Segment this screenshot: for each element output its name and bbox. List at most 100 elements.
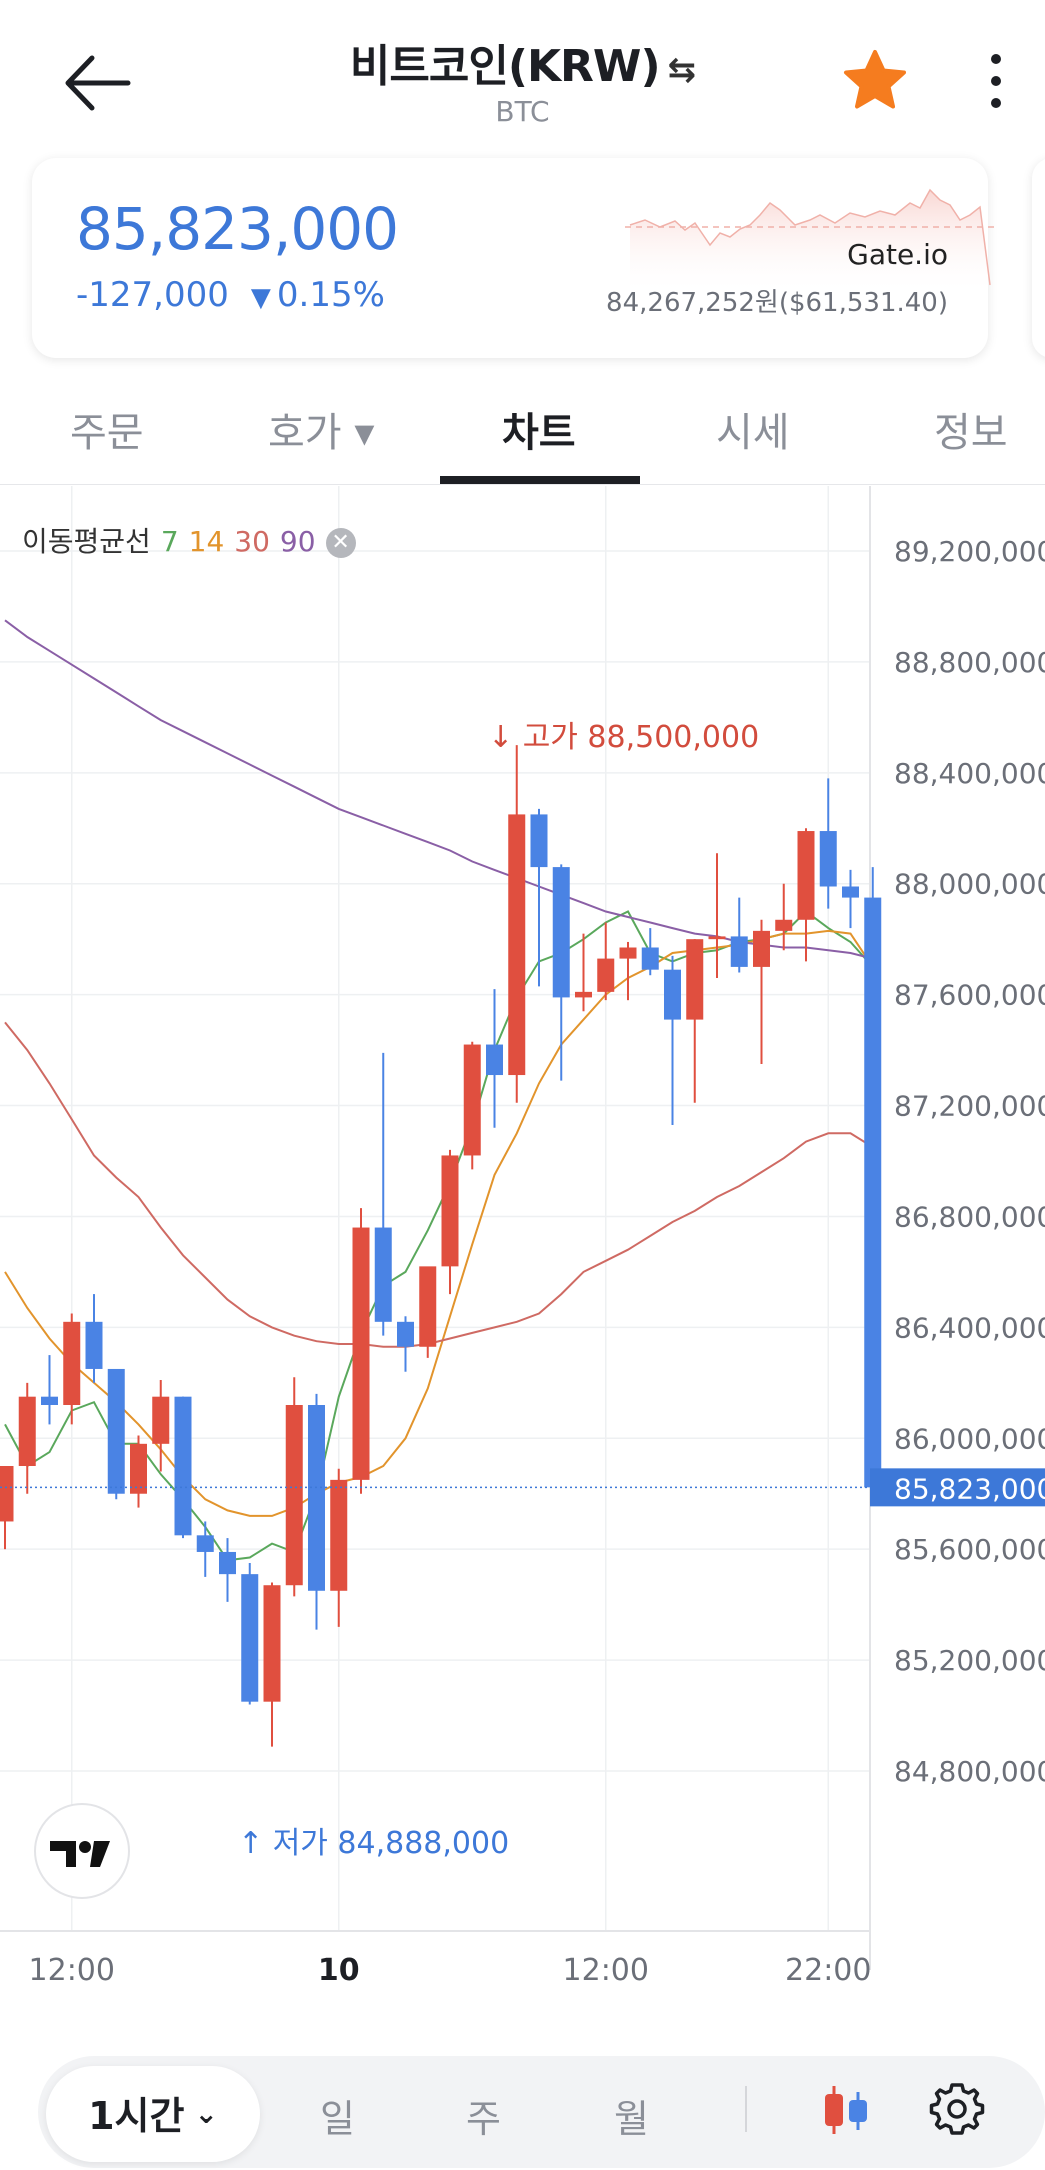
coin-name: 비트코인(KRW) (349, 41, 661, 92)
candle-body (753, 930, 770, 967)
price-tick-label: 88,000,000 (894, 868, 1045, 901)
candle-body (419, 1266, 437, 1347)
more-vertical-icon[interactable] (988, 52, 1004, 110)
candle-body (374, 1227, 392, 1322)
ma-30-label: 30 (234, 525, 270, 558)
last-price-tag (870, 1468, 1045, 1507)
arrow-up-icon: ↑ (238, 1826, 273, 1861)
favorite-star-icon[interactable] (842, 48, 908, 114)
candle-body (241, 1574, 259, 1702)
ma-7-label: 7 (160, 525, 179, 558)
price-chart[interactable]: 85,823,000 89,200,000 88,800,000 88,400,000… (0, 486, 1045, 2006)
price-tick-label: 87,600,000 (894, 979, 1045, 1012)
period-week[interactable]: 주 (466, 2097, 501, 2141)
active-tab-indicator (440, 476, 640, 484)
candle-body (842, 886, 859, 898)
candle-body (597, 958, 615, 992)
ma-legend-label: 이동평균선 (22, 525, 151, 558)
tabs-divider (0, 484, 1045, 485)
page-title: 비트코인(KRW) ⇆ (0, 30, 1045, 94)
candle-body (0, 1466, 14, 1522)
candle-body (819, 831, 837, 887)
chevron-down-icon: ⌄ (194, 2097, 218, 2130)
candle-body (174, 1396, 192, 1536)
candle-body (797, 831, 815, 920)
last-price-label: 85,823,000 (894, 1472, 1045, 1505)
exchange-name: Gate.io (847, 238, 948, 271)
next-card-peek[interactable] (1032, 158, 1045, 358)
price-tick-label: 87,200,000 (894, 1090, 1045, 1123)
candle-body (730, 936, 748, 967)
interval-label: 1시간 (88, 2094, 185, 2138)
ma-90-line (4, 619, 874, 960)
close-icon[interactable]: ✕ (325, 528, 356, 558)
price-tick-label: 84,800,000 (894, 1755, 1045, 1788)
ma-90-label: 90 (279, 525, 316, 558)
candle-body (552, 867, 570, 998)
tradingview-logo-icon[interactable] (34, 1803, 130, 1899)
candle-body (530, 814, 548, 868)
candle-body (107, 1368, 125, 1494)
candle-body (18, 1396, 36, 1466)
settings-gear-icon[interactable] (928, 2080, 986, 2138)
change-amount: -127,000 (76, 275, 229, 315)
interval-select[interactable]: 1시간 ⌄ (46, 2066, 260, 2162)
price-tick-label: 89,200,000 (894, 535, 1045, 568)
price-tick-label: 85,600,000 (894, 1533, 1045, 1566)
swap-icon[interactable]: ⇆ (667, 50, 696, 90)
candle-body (63, 1321, 81, 1405)
tab-orderbook[interactable]: 호가 ▾ (268, 410, 375, 456)
candle-body (285, 1405, 303, 1586)
tab-info[interactable]: 정보 (934, 410, 1008, 456)
sparkline-chart (625, 188, 995, 295)
candle-body (664, 969, 681, 1020)
exchange-price: 84,267,252원($61,531.40) (606, 288, 948, 318)
low-price-annotation: ↑ 저가 84,888,000 (238, 1818, 509, 1862)
candle-body (486, 1044, 503, 1076)
time-tick-label: 12:00 (563, 1953, 649, 1988)
candle-body (196, 1535, 214, 1552)
price-change: -127,000 ▼ 0.15% (76, 275, 385, 315)
ma-30-line (4, 1021, 874, 1348)
down-triangle-icon: ▼ (250, 283, 271, 313)
price-tick-label: 88,800,000 (894, 646, 1045, 679)
candle-body (263, 1585, 281, 1702)
candle-body (130, 1443, 147, 1494)
candle-body (330, 1479, 348, 1591)
candlestick-icon[interactable] (818, 2082, 874, 2138)
change-percent: 0.15% (276, 275, 385, 315)
price-tick-label: 88,400,000 (894, 757, 1045, 790)
candle-body (775, 919, 793, 931)
moving-average-legend[interactable]: 이동평균선 7 14 30 90 ✕ (22, 520, 366, 560)
tab-order[interactable]: 주문 (70, 410, 144, 456)
candle-body (441, 1155, 459, 1267)
time-tick-label: 12:00 (29, 1953, 115, 1988)
period-day[interactable]: 일 (320, 2097, 355, 2141)
candle-body (708, 936, 726, 940)
time-tick-label: 10 (318, 1953, 360, 1988)
candle-body (575, 991, 592, 998)
toolbar-divider (745, 2086, 747, 2132)
coin-symbol: BTC (495, 95, 550, 128)
candle-body (152, 1396, 170, 1444)
candle-body (41, 1396, 58, 1405)
candle-body (397, 1321, 414, 1347)
candle-body (85, 1321, 103, 1369)
current-price: 85,823,000 (76, 195, 399, 263)
time-tick-label: 22:00 (785, 1953, 871, 1988)
tab-market[interactable]: 시세 (716, 410, 790, 456)
candle-body (508, 814, 526, 1076)
candle-body (352, 1227, 370, 1480)
price-tick-label: 85,200,000 (894, 1644, 1045, 1677)
arrow-down-icon: ↓ (488, 720, 523, 755)
tab-chart[interactable]: 차트 (502, 410, 576, 456)
candle-body (641, 947, 659, 970)
price-tick-label: 86,400,000 (894, 1311, 1045, 1344)
high-price-label: 고가 88,500,000 (522, 720, 760, 755)
period-month[interactable]: 월 (614, 2097, 649, 2141)
back-arrow-icon[interactable] (58, 48, 138, 118)
candle-body (463, 1044, 481, 1156)
ma-14-label: 14 (188, 525, 225, 558)
candle-body (219, 1551, 236, 1575)
high-price-annotation: ↓ 고가 88,500,000 (488, 712, 759, 756)
